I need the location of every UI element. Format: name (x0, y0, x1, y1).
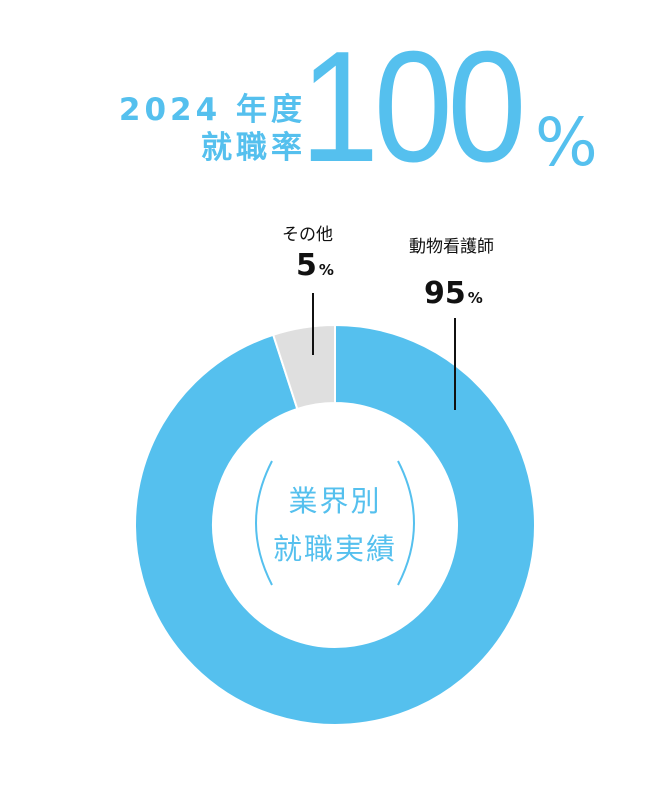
callout-vet-nurse-number: 95 (424, 276, 466, 311)
callout-other-value: 5% (296, 248, 334, 283)
callout-vet-nurse-name: 動物看護師 (409, 237, 494, 257)
callout-vet-nurse-value: 95% (424, 276, 483, 311)
year-label: 2024 年度 (118, 92, 306, 128)
employment-rate-value: 100 (300, 19, 526, 195)
employment-rate-unit: % (535, 104, 598, 181)
callout-vet-nurse-unit: % (467, 289, 483, 307)
callout-other-unit: % (318, 261, 334, 279)
leader-lines (312, 293, 456, 410)
slice-other (271, 323, 336, 411)
employment-rate-label: 就職率 (201, 130, 306, 166)
center-label-line2: 就職実績 (272, 532, 397, 566)
left-bracket (255, 460, 273, 586)
center-brackets (255, 460, 415, 586)
slice-vet-nurse (134, 323, 536, 726)
center-label-line1: 業界別 (288, 484, 382, 518)
donut-slices (134, 323, 536, 726)
callout-other-number: 5 (296, 248, 317, 283)
right-bracket (397, 460, 415, 586)
callout-other-name: その他 (282, 225, 333, 245)
